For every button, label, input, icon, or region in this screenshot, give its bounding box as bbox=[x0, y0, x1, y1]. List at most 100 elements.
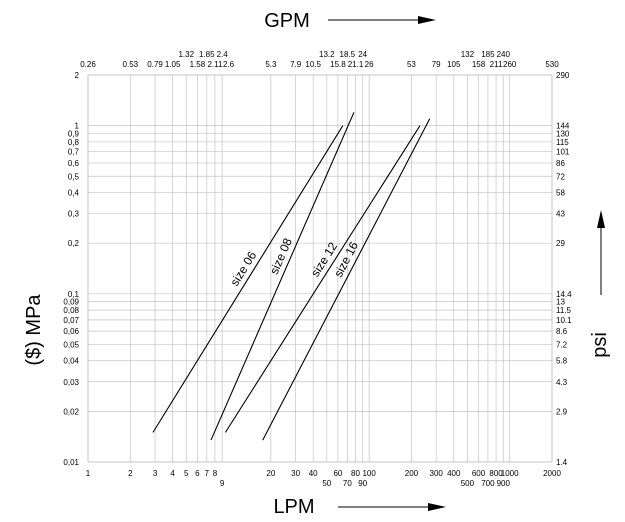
lpm-tick-label: 200 bbox=[405, 469, 419, 478]
lpm-tick-label: 2 bbox=[128, 469, 133, 478]
psi-tick-label: 2.9 bbox=[556, 407, 568, 416]
mpa-tick-label: 0,01 bbox=[63, 458, 79, 467]
gpm-tick-label: 21.1 bbox=[348, 60, 364, 69]
mpa-tick-label: 0,1 bbox=[68, 290, 80, 299]
psi-tick-label: 8.6 bbox=[556, 327, 568, 336]
gpm-tick-label: 53 bbox=[407, 60, 416, 69]
gpm-tick-label: 79 bbox=[432, 60, 441, 69]
psi-tick-label: 14.4 bbox=[556, 290, 572, 299]
lpm-tick-label: 1000 bbox=[501, 469, 519, 478]
mpa-tick-label: 0,04 bbox=[63, 357, 79, 366]
psi-tick-label: 10.1 bbox=[556, 316, 572, 325]
gpm-tick-label: 2.11 bbox=[207, 60, 223, 69]
lpm-tick-label: 500 bbox=[461, 479, 475, 488]
lpm-tick-label: 5 bbox=[184, 469, 189, 478]
psi-tick-label: 144 bbox=[556, 122, 570, 131]
series-line bbox=[152, 125, 344, 433]
psi-tick-label: 72 bbox=[556, 172, 565, 181]
gpm-tick-label: 1.58 bbox=[190, 60, 206, 69]
gpm-tick-label: 13.2 bbox=[319, 50, 335, 59]
mpa-tick-label: 0,03 bbox=[63, 378, 79, 387]
bottom-axis-title: LPM bbox=[273, 496, 314, 518]
lpm-tick-label: 30 bbox=[291, 469, 300, 478]
top-axis-title: GPM bbox=[264, 10, 310, 32]
mpa-tick-label: 0,7 bbox=[68, 148, 80, 157]
lpm-tick-label: 60 bbox=[333, 469, 342, 478]
psi-tick-label: 13 bbox=[556, 298, 565, 307]
gpm-tick-label: 240 bbox=[497, 50, 511, 59]
lpm-tick-label: 400 bbox=[447, 469, 461, 478]
gpm-tick-label: 0.26 bbox=[80, 60, 96, 69]
lpm-tick-label: 300 bbox=[430, 469, 444, 478]
lpm-tick-label: 7 bbox=[205, 469, 210, 478]
lpm-tick-label: 800 bbox=[489, 469, 503, 478]
lpm-tick-label: 700 bbox=[481, 479, 495, 488]
lpm-tick-label: 70 bbox=[343, 479, 352, 488]
gpm-tick-label: 211 bbox=[490, 60, 503, 69]
gpm-tick-label: 1.32 bbox=[178, 50, 194, 59]
gpm-tick-label: 2.6 bbox=[223, 60, 235, 69]
lpm-tick-label: 4 bbox=[170, 469, 175, 478]
lpm-tick-label: 50 bbox=[322, 479, 331, 488]
mpa-tick-label: 0,02 bbox=[63, 407, 79, 416]
lpm-tick-label: 20 bbox=[266, 469, 275, 478]
top-axis-arrow-head bbox=[418, 16, 436, 24]
mpa-tick-label: 0,6 bbox=[68, 159, 80, 168]
mpa-tick-label: 1 bbox=[75, 122, 80, 131]
lpm-tick-label: 100 bbox=[362, 469, 376, 478]
gpm-tick-label: 7.9 bbox=[290, 60, 302, 69]
right-axis-title: psi bbox=[589, 332, 611, 358]
lpm-tick-label: 600 bbox=[472, 469, 486, 478]
lpm-tick-label: 90 bbox=[358, 479, 367, 488]
mpa-tick-label: 0,4 bbox=[68, 189, 80, 198]
mpa-tick-label: 0,8 bbox=[68, 138, 80, 147]
psi-tick-label: 290 bbox=[556, 71, 570, 80]
gpm-tick-label: 260 bbox=[503, 60, 517, 69]
gpm-tick-label: 0.79 bbox=[147, 60, 163, 69]
mpa-tick-label: 0,3 bbox=[68, 210, 80, 219]
series-line bbox=[262, 118, 431, 441]
psi-tick-label: 115 bbox=[556, 138, 569, 147]
lpm-tick-label: 6 bbox=[195, 469, 200, 478]
gpm-tick-label: 158 bbox=[472, 60, 486, 69]
psi-tick-label: 1.4 bbox=[556, 458, 568, 467]
gpm-tick-label: 1.85 bbox=[199, 50, 215, 59]
gpm-tick-label: 1.05 bbox=[165, 60, 181, 69]
left-axis-title: ($) MPa bbox=[23, 294, 45, 366]
bottom-axis-arrow-head bbox=[428, 503, 446, 511]
gpm-tick-label: 15.8 bbox=[330, 60, 346, 69]
lpm-tick-label: 900 bbox=[497, 479, 511, 488]
psi-tick-label: 29 bbox=[556, 239, 565, 248]
psi-tick-label: 86 bbox=[556, 159, 565, 168]
psi-tick-label: 7.2 bbox=[556, 340, 568, 349]
psi-tick-label: 4.3 bbox=[556, 378, 568, 387]
lpm-tick-label: 2000 bbox=[543, 469, 561, 478]
gpm-tick-label: 132 bbox=[461, 50, 475, 59]
gpm-tick-label: 0.53 bbox=[123, 60, 139, 69]
lpm-tick-label: 40 bbox=[309, 469, 318, 478]
mpa-tick-label: 2 bbox=[75, 71, 80, 80]
mpa-tick-label: 0,07 bbox=[63, 316, 79, 325]
lpm-tick-label: 80 bbox=[351, 469, 360, 478]
mpa-tick-label: 0,08 bbox=[63, 306, 79, 315]
mpa-tick-label: 0,09 bbox=[63, 298, 79, 307]
gpm-tick-label: 24 bbox=[358, 50, 367, 59]
gpm-tick-label: 10.5 bbox=[305, 60, 321, 69]
gpm-tick-label: 185 bbox=[481, 50, 495, 59]
gpm-tick-label: 5.3 bbox=[265, 60, 277, 69]
psi-tick-label: 101 bbox=[556, 148, 570, 157]
mpa-tick-label: 0,9 bbox=[68, 129, 80, 138]
psi-tick-label: 11.5 bbox=[556, 306, 572, 315]
lpm-tick-label: 1 bbox=[86, 469, 91, 478]
mpa-tick-label: 0,2 bbox=[68, 239, 80, 248]
lpm-tick-label: 8 bbox=[213, 469, 218, 478]
mpa-tick-label: 0,06 bbox=[63, 327, 79, 336]
lpm-tick-label: 3 bbox=[153, 469, 158, 478]
series-line bbox=[224, 125, 421, 433]
psi-tick-label: 130 bbox=[556, 129, 570, 138]
gpm-tick-label: 2.4 bbox=[217, 50, 229, 59]
gpm-tick-label: 530 bbox=[545, 60, 559, 69]
mpa-tick-label: 0,05 bbox=[63, 340, 79, 349]
